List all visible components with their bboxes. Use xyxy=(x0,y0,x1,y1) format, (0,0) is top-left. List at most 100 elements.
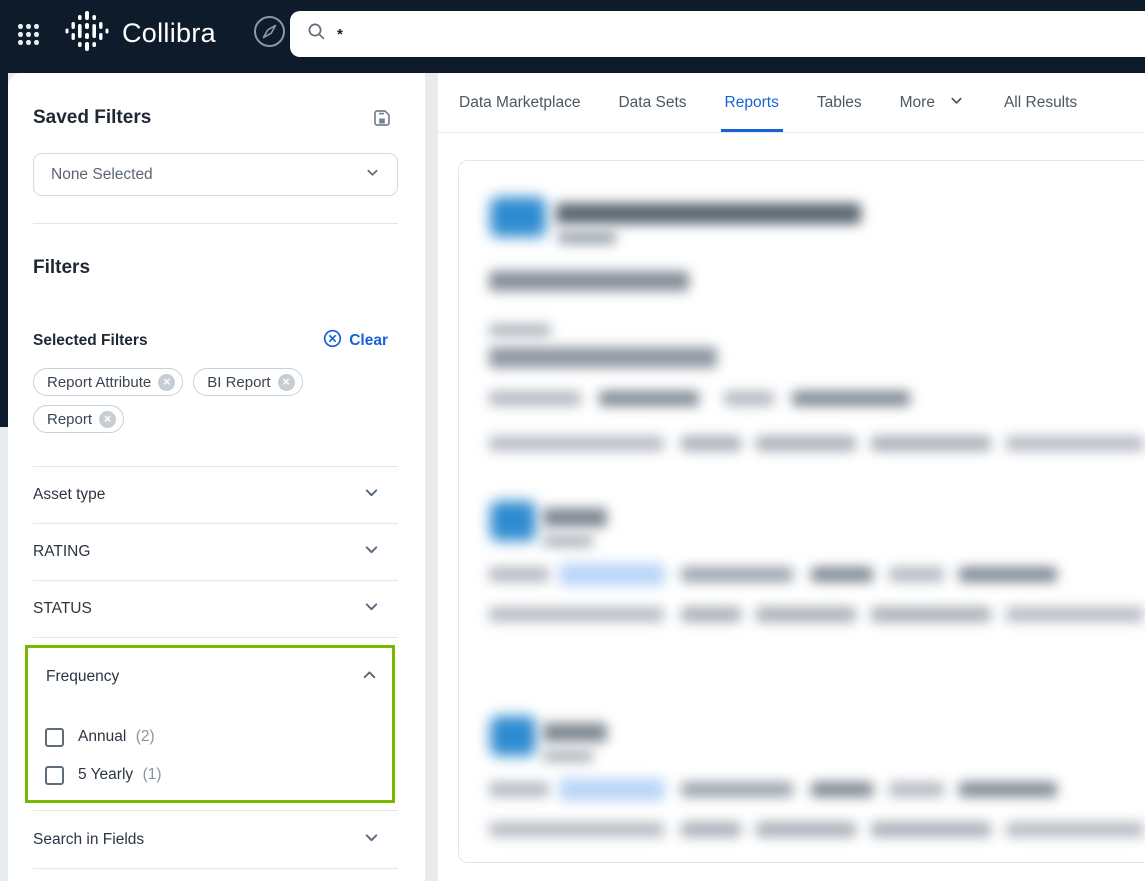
global-search-bar xyxy=(290,11,1145,57)
blurred-asset-icon xyxy=(490,197,546,237)
blurred-text-block xyxy=(792,391,910,406)
blurred-result-title xyxy=(543,508,607,527)
filter-section-search-in-fields[interactable]: Search in Fields xyxy=(33,811,398,868)
blurred-text-block xyxy=(543,535,593,547)
blurred-text-block xyxy=(558,231,616,244)
filters-sidebar: Saved Filters None Selected Filters Sele… xyxy=(8,73,425,881)
frequency-option-5-yearly[interactable]: 5 Yearly (1) xyxy=(45,756,378,794)
blurred-text-block xyxy=(724,391,774,406)
blurred-text-block xyxy=(889,782,944,797)
tab-label: All Results xyxy=(1003,93,1078,111)
blurred-text-block xyxy=(1006,607,1144,622)
blurred-asset-icon xyxy=(490,716,536,756)
results-list-panel xyxy=(458,160,1145,863)
section-label: RATING xyxy=(33,543,91,560)
results-tab-bar: Data Marketplace Data Sets Reports Table… xyxy=(438,73,1145,133)
tab-data-sets[interactable]: Data Sets xyxy=(618,73,686,132)
blurred-text-block xyxy=(489,436,664,451)
divider xyxy=(33,868,398,869)
filter-chip-label: Report xyxy=(47,410,93,428)
frequency-option-annual[interactable]: Annual (2) xyxy=(45,718,378,756)
blurred-text-block xyxy=(959,782,1057,797)
tab-all-results[interactable]: All Results xyxy=(1004,73,1077,132)
blurred-asset-icon xyxy=(490,501,536,541)
blurred-text-block xyxy=(681,436,741,451)
clear-filters-button[interactable]: Clear xyxy=(323,329,388,353)
collibra-logo-icon xyxy=(64,10,110,57)
option-count: (2) xyxy=(135,728,155,745)
blurred-highlight-chip xyxy=(559,778,665,801)
option-label: Annual xyxy=(78,728,127,745)
blurred-text-block xyxy=(889,567,944,582)
blurred-highlight-chip xyxy=(559,563,665,586)
section-label: Asset type xyxy=(33,486,106,503)
frequency-section-highlight-box: Frequency Annual (2) 5 Yearly xyxy=(25,645,395,803)
save-filter-icon[interactable] xyxy=(373,109,391,127)
chevron-up-icon xyxy=(361,666,378,688)
blurred-text-block xyxy=(489,782,549,797)
tab-reports[interactable]: Reports xyxy=(720,73,784,132)
blurred-text-block xyxy=(489,347,717,368)
collibra-logo-text: Collibra xyxy=(122,18,216,48)
blurred-text-block xyxy=(489,271,689,291)
search-icon xyxy=(307,22,326,46)
chevron-down-icon xyxy=(365,165,380,185)
blurred-text-block xyxy=(756,607,856,622)
blurred-text-block xyxy=(489,607,664,622)
saved-filters-dropdown-value: None Selected xyxy=(51,165,153,183)
selected-filters-label: Selected Filters xyxy=(33,332,148,349)
filter-section-rating[interactable]: RATING xyxy=(33,523,398,580)
chevron-down-icon xyxy=(363,484,380,506)
filters-title: Filters xyxy=(33,257,91,278)
option-label: 5 Yearly xyxy=(78,766,134,783)
tab-label: More xyxy=(899,93,935,111)
saved-filters-dropdown[interactable]: None Selected xyxy=(33,153,398,196)
saved-filters-title: Saved Filters xyxy=(33,107,152,128)
blurred-text-block xyxy=(489,391,581,406)
blurred-text-block xyxy=(871,436,991,451)
remove-chip-icon[interactable]: × xyxy=(158,373,176,391)
filter-chip-label: BI Report xyxy=(207,373,271,391)
blurred-text-block xyxy=(681,782,793,797)
chevron-down-icon xyxy=(949,93,964,113)
section-label: Frequency xyxy=(46,668,120,685)
filter-chip[interactable]: Report × xyxy=(33,405,125,433)
blurred-text-block xyxy=(1006,436,1144,451)
blurred-text-block xyxy=(681,567,793,582)
selected-filter-chips: Report Attribute × BI Report × Report × xyxy=(33,368,398,433)
collibra-logo[interactable]: Collibra xyxy=(64,10,216,57)
option-count: (1) xyxy=(142,766,162,783)
blurred-text-block xyxy=(543,750,593,762)
remove-chip-icon[interactable]: × xyxy=(277,373,295,391)
blurred-text-block xyxy=(871,607,991,622)
remove-chip-icon[interactable]: × xyxy=(99,410,117,428)
chevron-down-icon xyxy=(363,598,380,620)
filter-section-status[interactable]: STATUS xyxy=(33,580,398,637)
filter-section-frequency[interactable]: Frequency xyxy=(45,660,378,694)
blurred-text-block xyxy=(871,822,991,837)
top-navbar: Collibra xyxy=(0,0,1145,73)
filter-chip[interactable]: Report Attribute × xyxy=(33,368,184,396)
divider xyxy=(33,810,398,811)
blurred-text-block xyxy=(811,782,873,797)
tab-label: Reports xyxy=(724,93,779,111)
filter-chip[interactable]: BI Report × xyxy=(193,368,303,396)
app-grid-icon[interactable] xyxy=(18,24,39,45)
section-label: STATUS xyxy=(33,600,92,617)
tab-data-marketplace[interactable]: Data Marketplace xyxy=(459,73,580,132)
blurred-text-block xyxy=(959,567,1057,582)
tab-more[interactable]: More xyxy=(900,73,964,132)
checkbox[interactable] xyxy=(45,727,64,747)
blurred-text-block xyxy=(811,567,873,582)
tab-label: Data Marketplace xyxy=(459,93,581,111)
clear-circle-x-icon xyxy=(323,329,342,353)
checkbox[interactable] xyxy=(45,765,64,785)
tab-tables[interactable]: Tables xyxy=(817,73,862,132)
blurred-text-block xyxy=(756,822,856,837)
clear-filters-label: Clear xyxy=(349,332,388,349)
divider xyxy=(33,223,398,224)
search-input[interactable] xyxy=(337,25,1145,43)
chevron-down-icon xyxy=(363,829,380,851)
filter-section-asset-type[interactable]: Asset type xyxy=(33,466,398,523)
compass-icon[interactable] xyxy=(253,15,286,53)
